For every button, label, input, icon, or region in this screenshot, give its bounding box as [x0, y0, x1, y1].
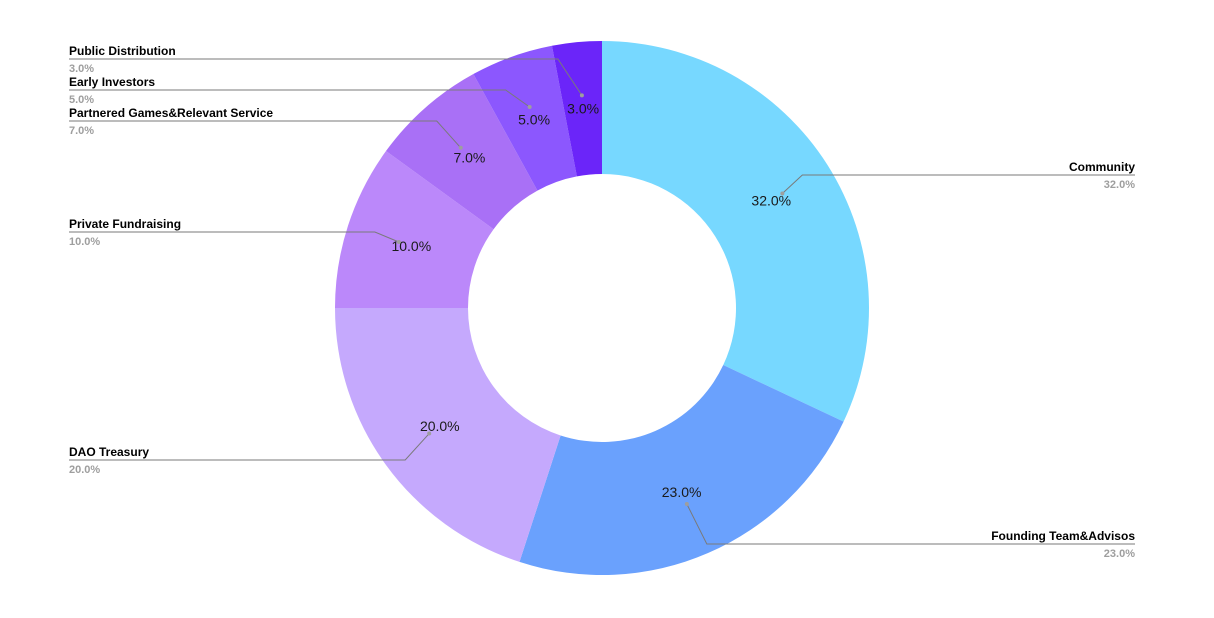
leader-line: [686, 503, 1135, 545]
slice-founding-team-advisos: [519, 365, 844, 575]
slice-community: [602, 41, 869, 422]
slice-value-label: 3.0%: [567, 100, 599, 116]
slice-partnered-games-relevant-service: [385, 74, 538, 230]
callout-name: DAO Treasury: [69, 445, 149, 459]
callout-percent: 10.0%: [69, 236, 100, 248]
callout-percent: 20.0%: [69, 464, 100, 476]
slice-private-fundraising: [335, 151, 494, 308]
callout-private-fundraising: Private Fundraising 10.0%: [69, 217, 401, 248]
callout-labels: Community 32.0% Founding Team&Advisos 23.0%…: [69, 44, 1135, 560]
slice-value-label: 23.0%: [662, 484, 702, 500]
slice-value-label: 5.0%: [518, 111, 550, 127]
leader-dot: [396, 239, 401, 244]
leader-dot: [527, 105, 532, 110]
leader-dot: [458, 145, 463, 150]
slice-dao-treasury: [335, 308, 561, 562]
callout-name: Partnered Games&Relevant Service: [69, 106, 273, 120]
slice-value-label: 20.0%: [420, 418, 460, 434]
slice-value-label: 32.0%: [751, 193, 791, 209]
callout-community: Community 32.0%: [780, 160, 1135, 196]
leader-dot: [579, 93, 584, 98]
callout-partnered-games-relevant-service: Partnered Games&Relevant Service 7.0%: [69, 106, 463, 150]
leader-line: [69, 58, 583, 96]
leader-dot: [427, 431, 432, 436]
callout-percent: 5.0%: [69, 94, 94, 106]
leader-dot: [684, 502, 689, 507]
leader-line: [69, 231, 400, 243]
leader-line: [69, 120, 462, 149]
callout-name: Early Investors: [69, 75, 155, 89]
callout-percent: 23.0%: [1104, 548, 1135, 560]
leader-dot: [780, 191, 785, 196]
slice-value-label: 7.0%: [453, 150, 485, 166]
callout-percent: 32.0%: [1104, 179, 1135, 191]
callout-name: Founding Team&Advisos: [991, 529, 1135, 543]
slice-public-distribution: [551, 41, 602, 177]
donut-slices: [335, 41, 869, 575]
callout-name: Private Fundraising: [69, 217, 181, 231]
leader-line: [69, 89, 530, 108]
callout-percent: 3.0%: [69, 63, 94, 75]
callout-founding-team-advisos: Founding Team&Advisos 23.0%: [684, 502, 1135, 560]
callout-early-investors: Early Investors 5.0%: [69, 75, 532, 110]
slice-value-label: 10.0%: [391, 238, 431, 254]
callout-name: Community: [1069, 160, 1135, 174]
slice-value-labels: 32.0% 23.0% 20.0% 10.0% 7.0% 5.0% 3.0%: [391, 100, 791, 500]
callout-dao-treasury: DAO Treasury 20.0%: [69, 431, 432, 476]
slice-early-investors: [473, 45, 577, 191]
callout-name: Public Distribution: [69, 44, 176, 58]
callout-public-distribution: Public Distribution 3.0%: [69, 44, 584, 98]
callout-percent: 7.0%: [69, 125, 94, 137]
leader-line: [782, 174, 1135, 194]
leader-line: [69, 433, 430, 461]
